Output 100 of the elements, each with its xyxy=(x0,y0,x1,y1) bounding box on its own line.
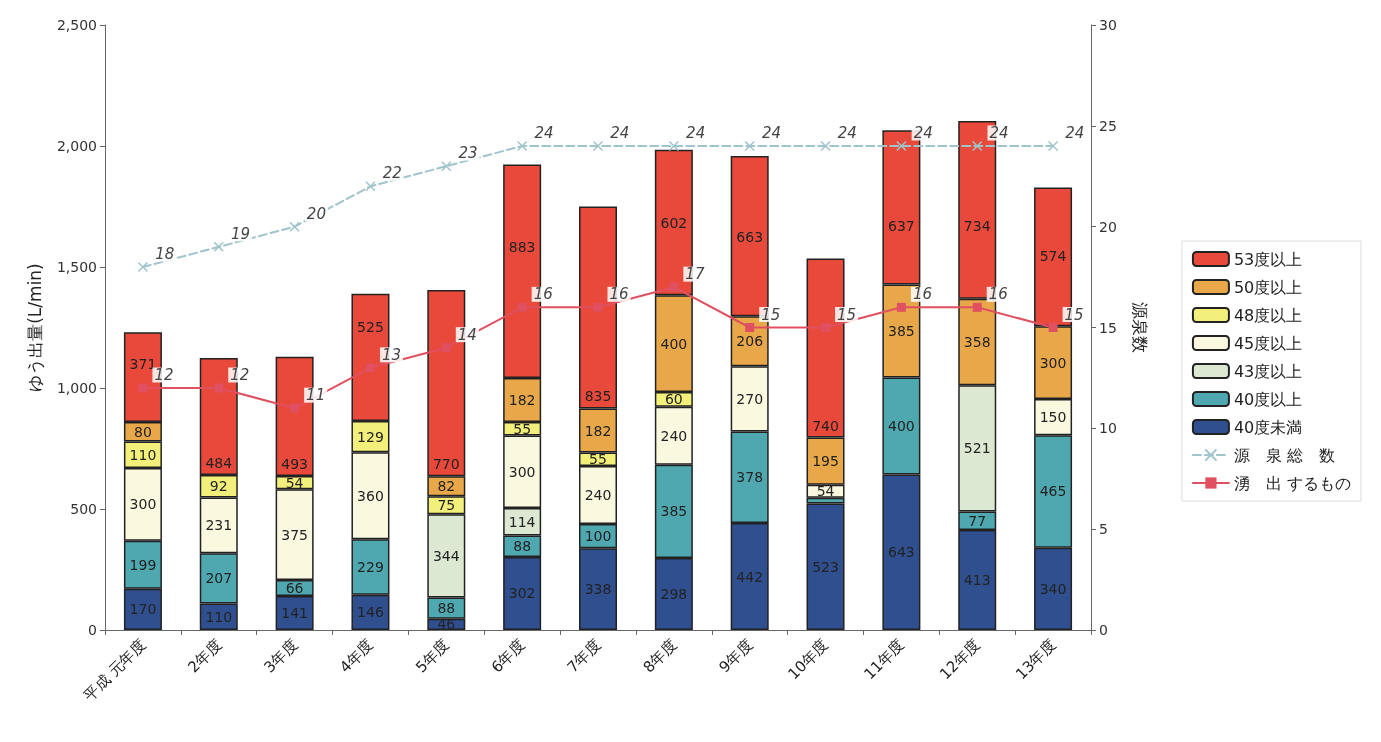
x-tick-label: 5年度 xyxy=(411,635,453,677)
point xyxy=(592,140,604,152)
data-label: 11 xyxy=(306,386,326,405)
data-label: 82 xyxy=(437,478,456,495)
data-label: 360 xyxy=(357,487,384,504)
y-tick-label: 0 xyxy=(88,622,97,638)
data-label: 75 xyxy=(437,497,456,514)
data-label: 22 xyxy=(382,164,402,183)
data-label: 442 xyxy=(736,568,764,585)
data-label: 240 xyxy=(584,486,612,503)
data-label: 270 xyxy=(736,390,764,407)
x-tick-label: 2年度 xyxy=(184,635,226,677)
data-label: 24 xyxy=(1065,124,1085,142)
data-label: 300 xyxy=(129,496,157,513)
data-label: 24 xyxy=(761,124,782,142)
data-label: 206 xyxy=(736,333,764,350)
point xyxy=(365,363,375,373)
data-label: 12 xyxy=(154,366,174,384)
data-label: 300 xyxy=(508,463,536,480)
data-label: 413 xyxy=(963,572,991,589)
data-label: 199 xyxy=(129,556,157,573)
point xyxy=(896,140,907,152)
point xyxy=(441,343,451,353)
data-label: 15 xyxy=(1064,305,1084,324)
data-label: 525 xyxy=(357,318,384,335)
y2-tick-label: 10 xyxy=(1099,420,1117,437)
legend-label: 53度以上 xyxy=(1233,249,1303,269)
y2-tick-label: 20 xyxy=(1099,218,1117,235)
point xyxy=(668,140,680,152)
data-label: 637 xyxy=(888,218,915,235)
point xyxy=(441,160,452,172)
data-label: 358 xyxy=(963,334,991,351)
data-label: 734 xyxy=(963,218,991,235)
data-label: 400 xyxy=(888,417,915,434)
point xyxy=(137,261,149,273)
point xyxy=(821,323,831,332)
data-label: 182 xyxy=(584,422,612,439)
data-label: 129 xyxy=(357,428,384,445)
data-label: 523 xyxy=(812,558,839,575)
y-axis-title: ゆう出量(L/min) xyxy=(24,263,45,392)
x-tick-label: 10年度 xyxy=(784,635,832,684)
point xyxy=(669,282,679,292)
x-tick-label: 3年度 xyxy=(260,635,301,677)
x-tick-label: 7年度 xyxy=(563,635,605,677)
data-label: 20 xyxy=(306,204,326,223)
point xyxy=(896,302,906,312)
data-label: 24 xyxy=(610,124,630,142)
point xyxy=(1048,323,1058,332)
legend-label: 45度以上 xyxy=(1233,333,1303,353)
point xyxy=(289,221,300,232)
data-label: 385 xyxy=(888,323,915,340)
x-tick-label: 平成 元年度 xyxy=(80,635,150,705)
y-tick-label: 500 xyxy=(70,501,97,517)
point xyxy=(1047,140,1059,152)
data-label: 24 xyxy=(989,124,1009,142)
data-label: 110 xyxy=(129,446,157,463)
data-label: 66 xyxy=(285,579,304,596)
data-label: 300 xyxy=(1039,354,1067,371)
data-label: 170 xyxy=(129,601,157,618)
point xyxy=(745,323,755,332)
data-label: 400 xyxy=(660,335,688,352)
point xyxy=(290,403,300,413)
y-tick-label: 2,000 xyxy=(56,138,97,154)
data-label: 146 xyxy=(357,604,384,621)
data-label: 23 xyxy=(458,144,478,163)
data-label: 24 xyxy=(913,124,933,142)
data-label: 883 xyxy=(508,239,536,256)
point xyxy=(971,140,983,152)
data-label: 15 xyxy=(761,305,781,324)
data-label: 17 xyxy=(685,265,705,284)
data-label: 465 xyxy=(1039,483,1067,500)
legend-label: 43度以上 xyxy=(1233,361,1303,381)
data-label: 15 xyxy=(837,305,857,324)
data-label: 141 xyxy=(281,604,308,621)
y2-axis-title: 源泉数 xyxy=(1129,302,1150,353)
y-tick-label: 1,500 xyxy=(56,259,97,275)
data-label: 229 xyxy=(357,558,384,575)
data-label: 231 xyxy=(205,517,233,534)
y-tick-label: 2,500 xyxy=(56,17,97,33)
data-label: 574 xyxy=(1039,248,1067,265)
data-label: 740 xyxy=(812,417,839,434)
data-label: 493 xyxy=(281,455,308,472)
data-label: 240 xyxy=(660,427,688,444)
x-tick-label: 4年度 xyxy=(336,635,377,677)
point xyxy=(820,140,831,152)
point xyxy=(744,140,755,152)
data-label: 88 xyxy=(513,538,532,555)
data-label: 16 xyxy=(912,285,932,304)
data-label: 344 xyxy=(432,547,460,564)
data-label: 150 xyxy=(1039,409,1067,426)
data-label: 88 xyxy=(437,600,456,617)
x-tick-label: 9年度 xyxy=(715,635,757,677)
data-label: 340 xyxy=(1039,580,1067,597)
y2-tick-label: 25 xyxy=(1099,117,1117,134)
point xyxy=(517,302,527,312)
data-label: 80 xyxy=(134,423,152,440)
data-label: 54 xyxy=(816,483,835,500)
data-label: 16 xyxy=(988,285,1008,304)
data-label: 302 xyxy=(508,585,536,602)
y2-tick-label: 0 xyxy=(1099,622,1108,638)
